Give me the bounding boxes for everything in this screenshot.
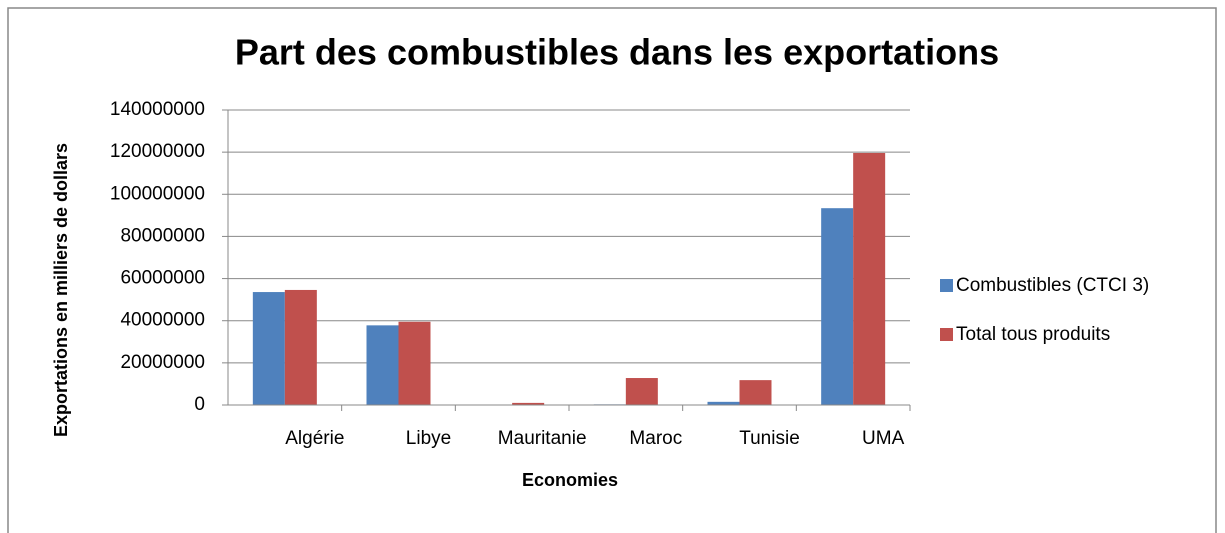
- bar: [252, 292, 285, 405]
- chart-title: Part des combustibles dans les exportati…: [235, 32, 999, 73]
- legend-swatch: [940, 279, 953, 292]
- y-tick-label: 0: [194, 394, 205, 415]
- bar: [821, 208, 854, 405]
- y-tick-label: 40000000: [120, 310, 205, 331]
- bar: [739, 380, 772, 405]
- legend-swatch: [940, 328, 953, 341]
- y-tick-label: 20000000: [120, 352, 205, 373]
- x-axis-label: Economies: [522, 470, 618, 490]
- x-tick-label: UMA: [862, 428, 905, 449]
- x-tick-label: Libye: [406, 428, 451, 449]
- bar: [398, 321, 431, 405]
- y-tick-label: 120000000: [110, 141, 205, 162]
- bar: [707, 401, 740, 405]
- y-tick-label: 60000000: [120, 268, 205, 289]
- y-tick-label: 140000000: [110, 99, 205, 120]
- bar: [284, 289, 317, 405]
- legend-label: Combustibles (CTCI 3): [956, 275, 1149, 296]
- x-tick-label: Mauritanie: [498, 428, 587, 449]
- y-axis-label: Exportations en milliers de dollars: [51, 143, 71, 437]
- x-tick-label: Maroc: [629, 428, 682, 449]
- y-tick-label: 80000000: [120, 225, 205, 246]
- legend-label: Total tous produits: [956, 324, 1110, 345]
- bar: [366, 325, 399, 405]
- x-tick-label: Algérie: [285, 428, 344, 449]
- bar: [853, 152, 886, 405]
- x-tick-label: Tunisie: [739, 428, 800, 449]
- chart-frame: [7, 7, 1217, 533]
- bar: [625, 378, 658, 405]
- y-tick-label: 100000000: [110, 183, 205, 204]
- bar: [512, 402, 545, 405]
